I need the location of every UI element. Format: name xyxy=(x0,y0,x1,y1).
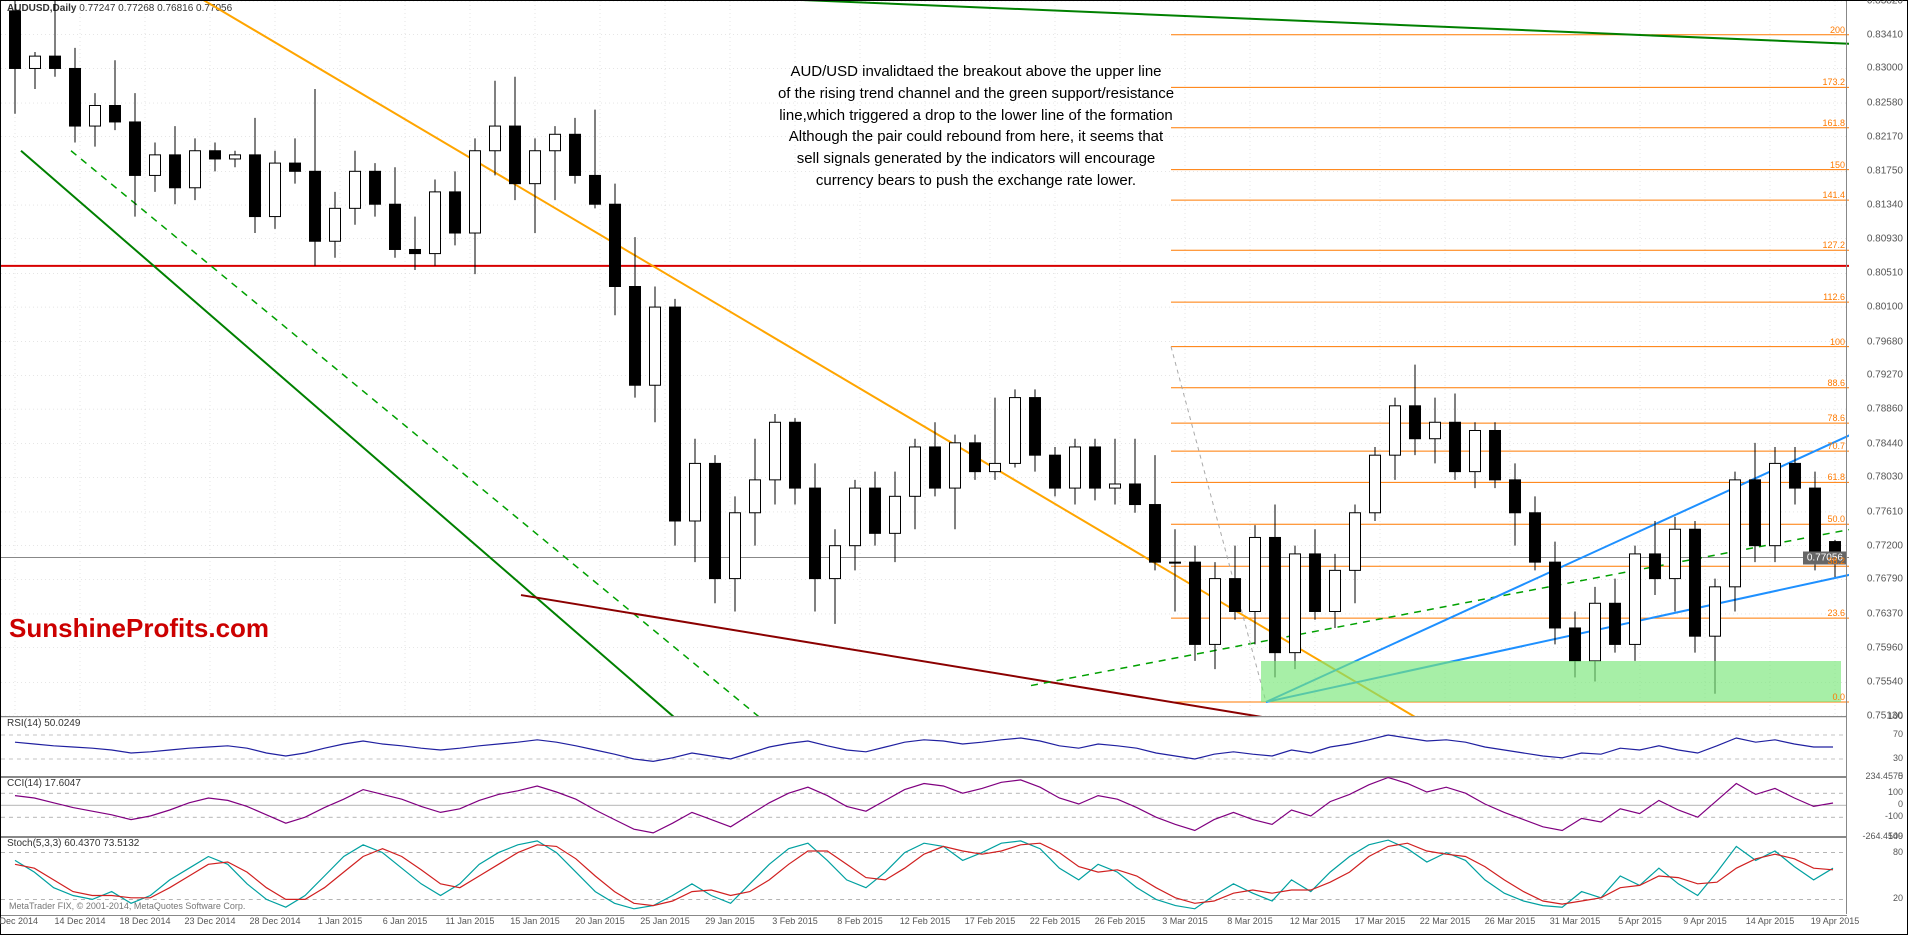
analysis-annotation: AUD/USD invalidtaed the breakout above t… xyxy=(701,61,1251,192)
indicator-tick: 20 xyxy=(1893,893,1903,903)
fib-label: 38.2 xyxy=(1827,556,1845,566)
fib-label: 150 xyxy=(1830,160,1845,170)
price-tick: 0.77200 xyxy=(1867,540,1903,551)
fib-label: 70.7 xyxy=(1827,441,1845,451)
date-tick: 6 Jan 2015 xyxy=(383,916,428,926)
price-tick: 0.76790 xyxy=(1867,574,1903,585)
cci-axis: -264.4549-1000100234.4575 xyxy=(1846,776,1907,836)
rsi-panel[interactable]: RSI(14) 50.0249 xyxy=(1,716,1847,778)
indicator-tick: 100 xyxy=(1888,787,1903,797)
indicator-tick: 0 xyxy=(1898,799,1903,809)
date-tick: 25 Jan 2015 xyxy=(640,916,690,926)
stoch-svg xyxy=(1,837,1847,915)
fib-label: 100 xyxy=(1830,337,1845,347)
stoch-axis: 2080100 xyxy=(1846,836,1907,914)
date-tick: 9 Apr 2015 xyxy=(1683,916,1727,926)
chart-container: AUDUSD,Daily 0.77247 0.77268 0.76816 0.7… xyxy=(0,0,1908,935)
price-tick: 0.77610 xyxy=(1867,506,1903,517)
date-tick: 28 Dec 2014 xyxy=(249,916,300,926)
date-tick: 20 Jan 2015 xyxy=(575,916,625,926)
date-tick: 3 Mar 2015 xyxy=(1162,916,1208,926)
watermark-logo: SunshineProfits.com xyxy=(9,613,269,644)
fib-label: 173.2 xyxy=(1822,77,1845,87)
date-tick: 19 Apr 2015 xyxy=(1811,916,1860,926)
fib-label: 88.6 xyxy=(1827,378,1845,388)
indicator-tick: 234.4575 xyxy=(1865,771,1903,781)
indicator-tick: 80 xyxy=(1893,847,1903,857)
date-tick: 31 Mar 2015 xyxy=(1550,916,1601,926)
support-zone-rect xyxy=(1261,661,1841,702)
date-tick: 8 Mar 2015 xyxy=(1227,916,1273,926)
fib-label: 141.4 xyxy=(1822,190,1845,200)
date-tick: 12 Feb 2015 xyxy=(900,916,951,926)
price-tick: 0.79680 xyxy=(1867,336,1903,347)
fib-label: 161.8 xyxy=(1822,118,1845,128)
date-tick: 26 Feb 2015 xyxy=(1095,916,1146,926)
date-tick: 3 Feb 2015 xyxy=(772,916,818,926)
date-tick: 9 Dec 2014 xyxy=(0,916,38,926)
price-tick: 0.76370 xyxy=(1867,608,1903,619)
price-tick: 0.83000 xyxy=(1867,63,1903,74)
stoch-title: Stoch(5,3,3) 60.4370 73.5132 xyxy=(7,838,139,849)
price-tick: 0.82170 xyxy=(1867,131,1903,142)
price-axis: 0.751300.755400.759600.763700.767900.772… xyxy=(1846,1,1907,716)
price-tick: 0.81750 xyxy=(1867,166,1903,177)
date-tick: 1 Jan 2015 xyxy=(318,916,363,926)
fib-label: 78.6 xyxy=(1827,413,1845,423)
indicator-tick: 70 xyxy=(1893,729,1903,739)
rsi-title: RSI(14) 50.0249 xyxy=(7,718,80,729)
date-tick: 26 Mar 2015 xyxy=(1485,916,1536,926)
date-tick: 22 Mar 2015 xyxy=(1420,916,1471,926)
rsi-axis: 03070100 xyxy=(1846,716,1907,776)
cci-panel[interactable]: CCI(14) 17.6047 xyxy=(1,776,1847,838)
price-tick: 0.78030 xyxy=(1867,472,1903,483)
fib-label: 127.2 xyxy=(1822,240,1845,250)
price-tick: 0.83410 xyxy=(1867,29,1903,40)
date-tick: 17 Mar 2015 xyxy=(1355,916,1406,926)
fib-label: 112.6 xyxy=(1823,292,1845,302)
price-tick: 0.75540 xyxy=(1867,677,1903,688)
date-tick: 12 Mar 2015 xyxy=(1290,916,1341,926)
date-tick: 23 Dec 2014 xyxy=(184,916,235,926)
price-tick: 0.78860 xyxy=(1867,404,1903,415)
date-tick: 14 Dec 2014 xyxy=(54,916,105,926)
date-tick: 29 Jan 2015 xyxy=(705,916,755,926)
date-tick: 15 Jan 2015 xyxy=(510,916,560,926)
date-axis: 9 Dec 2014 14 Dec 2014 18 Dec 2014 23 Dec 2… xyxy=(1,914,1847,934)
date-tick: 17 Feb 2015 xyxy=(965,916,1016,926)
cci-title: CCI(14) 17.6047 xyxy=(7,778,81,789)
fib-label: 50.0 xyxy=(1827,514,1845,524)
price-tick: 0.83820 xyxy=(1867,0,1903,7)
fib-label: 23.6 xyxy=(1827,608,1845,618)
price-tick: 0.80100 xyxy=(1867,302,1903,313)
fib-label: 0.0 xyxy=(1832,692,1845,702)
fib-label: 200 xyxy=(1830,25,1845,35)
price-tick: 0.80510 xyxy=(1867,268,1903,279)
price-tick: 0.78440 xyxy=(1867,438,1903,449)
price-tick: 0.79270 xyxy=(1867,370,1903,381)
cci-svg xyxy=(1,777,1847,837)
price-tick: 0.75960 xyxy=(1867,642,1903,653)
indicator-tick: -100 xyxy=(1885,811,1903,821)
date-tick: 5 Apr 2015 xyxy=(1618,916,1662,926)
date-tick: 14 Apr 2015 xyxy=(1746,916,1795,926)
copyright-text: MetaTrader FIX, © 2001-2014, MetaQuotes … xyxy=(9,901,245,911)
date-tick: 8 Feb 2015 xyxy=(837,916,883,926)
price-tick: 0.80930 xyxy=(1867,233,1903,244)
date-tick: 18 Dec 2014 xyxy=(119,916,170,926)
indicator-tick: 100 xyxy=(1888,711,1903,721)
rsi-svg xyxy=(1,717,1847,777)
price-tick: 0.82580 xyxy=(1867,98,1903,109)
date-tick: 11 Jan 2015 xyxy=(446,916,495,926)
indicator-tick: 30 xyxy=(1893,753,1903,763)
stoch-panel[interactable]: Stoch(5,3,3) 60.4370 73.5132 MetaTrader … xyxy=(1,836,1847,916)
fib-label: 61.8 xyxy=(1827,472,1845,482)
date-tick: 22 Feb 2015 xyxy=(1030,916,1081,926)
indicator-tick: 100 xyxy=(1888,831,1903,841)
price-tick: 0.81340 xyxy=(1867,200,1903,211)
price-panel[interactable]: AUDUSD,Daily 0.77247 0.77268 0.76816 0.7… xyxy=(1,1,1847,717)
